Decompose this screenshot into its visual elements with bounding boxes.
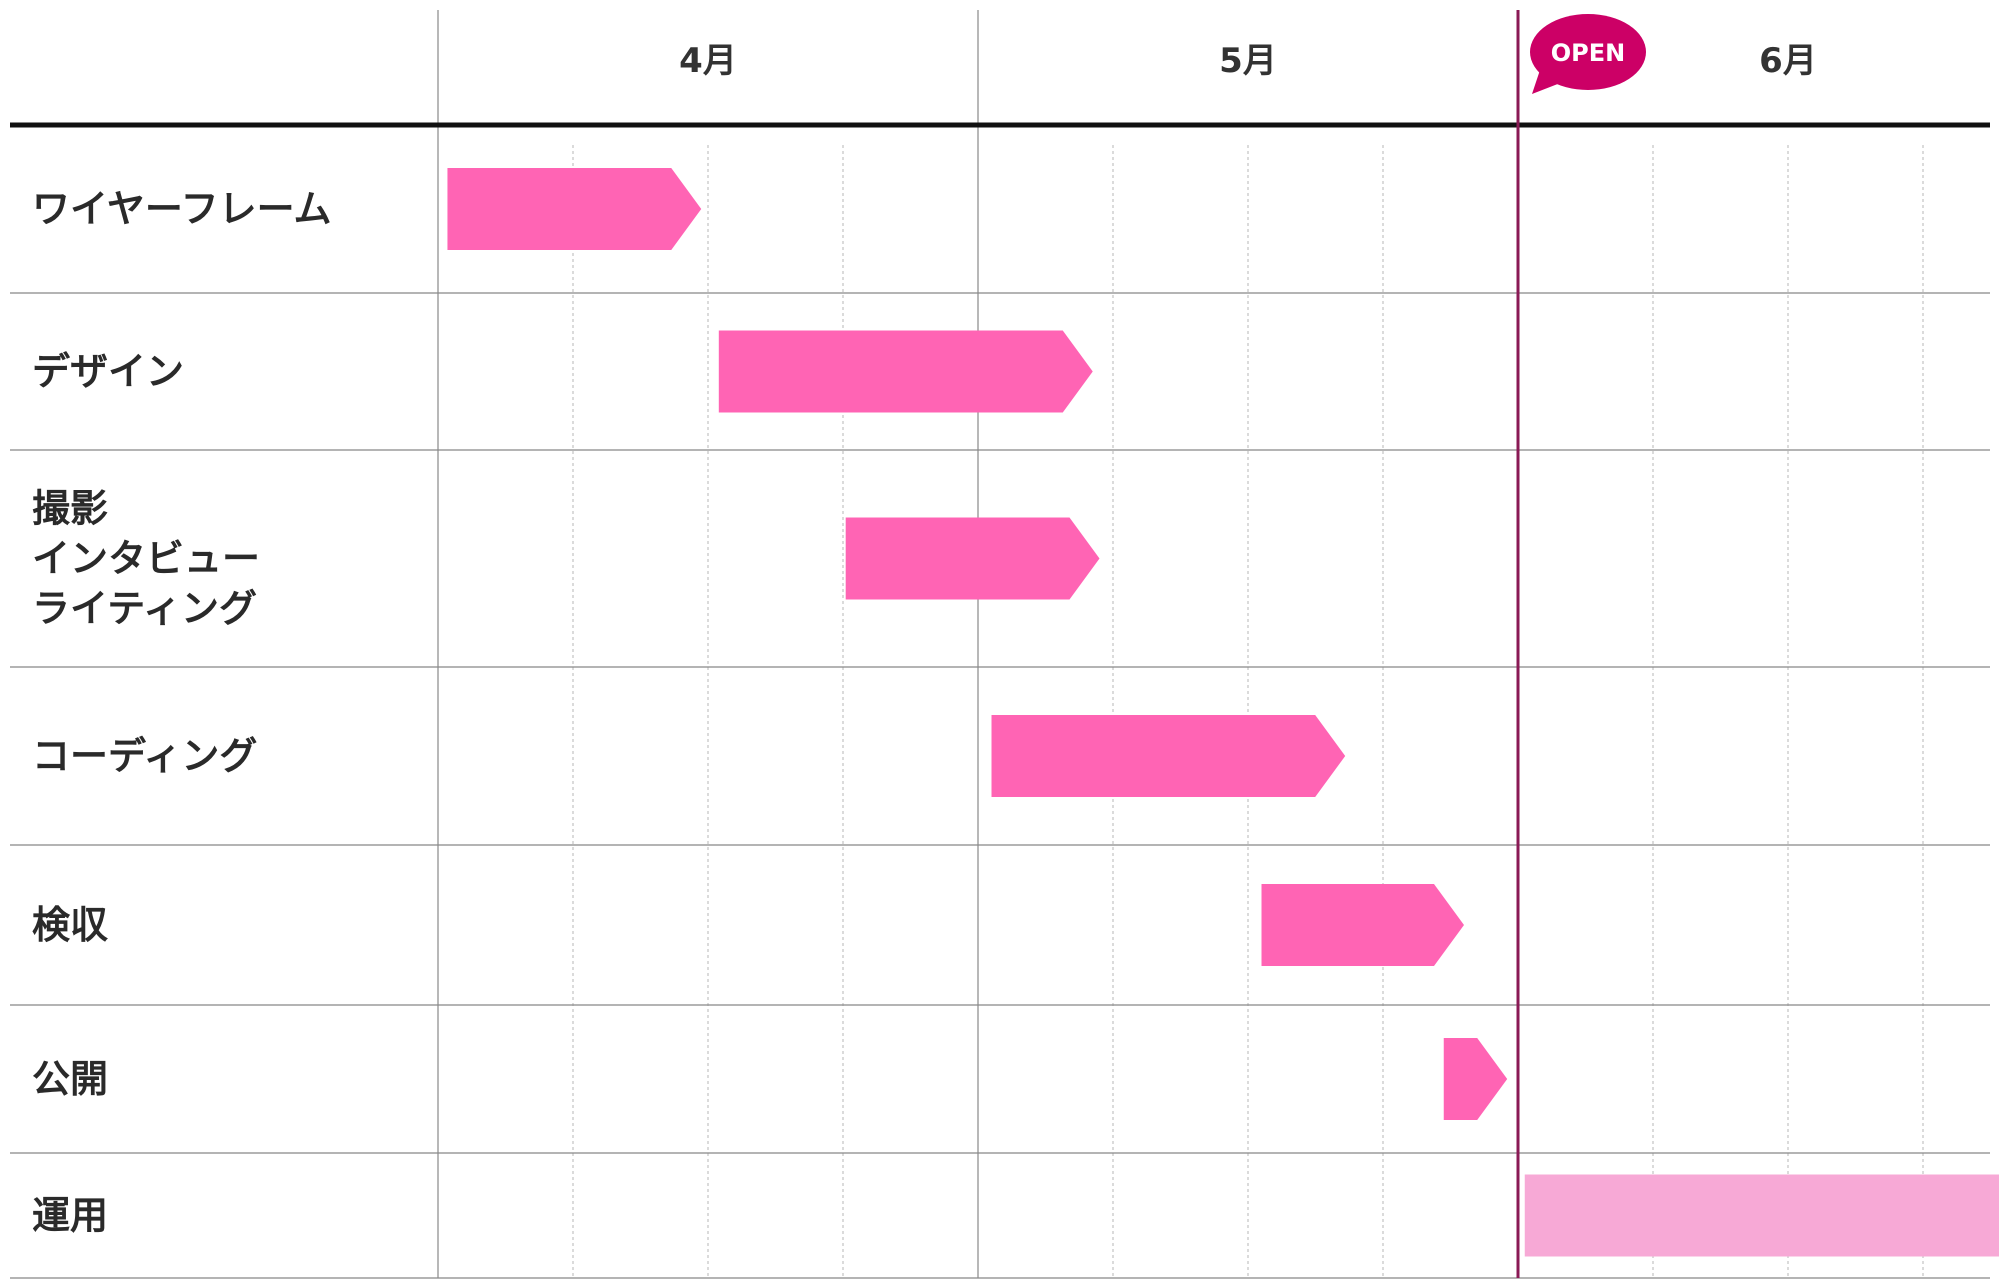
- task-label: 検収: [32, 903, 108, 947]
- task-label: インタビュー: [32, 537, 260, 581]
- month-label: 5月: [1219, 41, 1277, 81]
- task-label: ワイヤーフレーム: [32, 187, 331, 231]
- milestone-label: OPEN: [1551, 39, 1625, 67]
- milestone-bubble-tail: [1532, 70, 1568, 94]
- task-bar: [718, 330, 1093, 413]
- task-label: コーディング: [32, 734, 257, 778]
- task-bar: [1443, 1038, 1508, 1120]
- task-label: 撮影: [32, 487, 108, 531]
- task-bar: [1524, 1174, 1999, 1257]
- task-label: 公開: [32, 1057, 108, 1101]
- milestone-bubble: [1530, 14, 1646, 90]
- month-label: 4月: [679, 41, 737, 81]
- task-bar: [991, 715, 1346, 797]
- task-bar: [845, 517, 1100, 600]
- task-label: 運用: [32, 1194, 108, 1238]
- month-label: 6月: [1759, 41, 1817, 81]
- task-bar: [447, 168, 702, 250]
- task-bar: [1261, 884, 1464, 966]
- task-label: ライティング: [32, 587, 257, 631]
- task-label: デザイン: [32, 350, 184, 394]
